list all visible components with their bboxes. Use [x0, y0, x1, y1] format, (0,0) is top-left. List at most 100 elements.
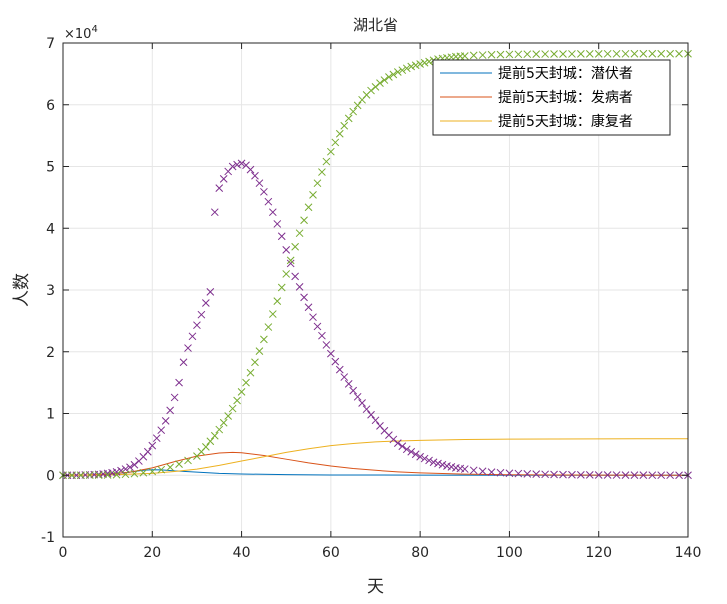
data-point-marker [487, 50, 496, 59]
data-point-marker [166, 463, 174, 472]
data-point-marker [322, 341, 331, 349]
data-point-marker [612, 49, 621, 58]
data-point-marker [416, 60, 424, 68]
y-tick-label: -1 [41, 530, 55, 546]
data-point-marker [282, 246, 291, 254]
data-point-marker [300, 293, 308, 302]
data-point-marker [166, 406, 174, 415]
data-point-marker [197, 310, 206, 319]
data-point-marker [85, 471, 94, 480]
data-point-marker [268, 208, 277, 217]
data-point-marker [577, 470, 585, 479]
data-point-marker [255, 179, 264, 188]
data-point-marker [121, 470, 130, 479]
data-point-marker [264, 197, 273, 206]
data-point-marker [367, 86, 375, 95]
data-point-marker [630, 471, 639, 479]
data-point-marker [675, 49, 683, 58]
data-point-marker [380, 76, 389, 84]
series-markers-recovered_marker [59, 49, 692, 480]
x-tick-label: 100 [496, 545, 523, 561]
data-point-marker [331, 138, 340, 147]
data-point-marker [469, 466, 478, 475]
data-point-marker [215, 425, 224, 434]
data-point-marker [675, 471, 683, 480]
data-point-marker [152, 434, 161, 443]
series-markers-cases_marker [59, 159, 692, 480]
data-point-marker [318, 331, 326, 340]
data-point-marker [505, 469, 514, 478]
data-point-marker [148, 467, 157, 476]
data-point-marker [175, 378, 183, 387]
data-point-marker [523, 470, 532, 478]
data-point-marker [398, 442, 407, 451]
x-tick-label: 0 [59, 545, 68, 561]
x-tick-label: 120 [585, 545, 612, 561]
data-point-marker [407, 62, 416, 71]
data-point-marker [304, 203, 313, 212]
data-point-marker [344, 380, 353, 388]
data-point-marker [206, 287, 215, 296]
data-point-marker [340, 373, 349, 381]
data-point-marker [112, 468, 121, 476]
x-tick-label: 20 [143, 545, 161, 561]
y-tick-label: 1 [46, 407, 55, 423]
data-point-marker [273, 297, 282, 305]
data-point-marker [425, 57, 433, 66]
data-point-marker [161, 417, 170, 425]
data-point-marker [514, 50, 523, 59]
legend-label-recovered: 提前5天封城：康复者 [498, 113, 633, 130]
data-point-marker [385, 73, 393, 81]
data-point-marker [371, 416, 380, 425]
data-point-marker [349, 386, 358, 395]
data-point-marker [353, 392, 362, 401]
data-point-marker [639, 49, 648, 58]
data-point-marker [94, 471, 103, 479]
data-point-marker [389, 70, 398, 79]
data-point-marker [277, 232, 286, 241]
data-point-marker [295, 283, 304, 291]
data-point-marker [487, 468, 496, 477]
data-point-marker [210, 431, 219, 440]
data-point-marker [175, 460, 183, 468]
data-point-marker [612, 471, 621, 479]
data-point-marker [219, 174, 228, 183]
data-point-marker [233, 160, 241, 169]
chart-title: 湖北省 [353, 16, 398, 34]
series-layer [59, 49, 692, 480]
data-point-marker [460, 52, 469, 60]
data-point-marker [443, 462, 451, 470]
data-point-marker [193, 321, 201, 330]
data-point-marker [304, 303, 313, 312]
data-point-marker [295, 229, 304, 238]
data-point-marker [157, 465, 166, 474]
data-point-marker [184, 456, 192, 465]
data-point-marker [434, 459, 442, 468]
data-point-marker [648, 49, 657, 58]
data-point-marker [393, 439, 402, 447]
data-point-marker [411, 450, 420, 459]
data-point-marker [577, 50, 585, 58]
data-point-marker [541, 50, 549, 58]
y-axis-label: 人数 [12, 273, 32, 307]
data-point-marker [215, 184, 224, 192]
data-point-marker [313, 322, 322, 331]
data-point-marker [202, 299, 210, 307]
data-point-marker [657, 49, 666, 58]
data-point-marker [130, 460, 139, 469]
legend-label-latent: 提前5天封城：潜伏者 [498, 65, 633, 82]
y-tick-label: 5 [46, 160, 55, 176]
data-point-marker [469, 51, 478, 60]
data-point-marker [496, 468, 505, 477]
data-point-marker [398, 66, 407, 75]
data-point-marker [541, 470, 549, 479]
data-point-marker [108, 468, 116, 477]
data-point-marker [585, 471, 594, 479]
data-point-marker [447, 463, 456, 471]
data-point-marker [358, 399, 366, 407]
data-point-marker [666, 471, 674, 480]
data-point-marker [228, 162, 237, 171]
data-point-marker [277, 283, 286, 292]
data-point-marker [532, 470, 541, 478]
